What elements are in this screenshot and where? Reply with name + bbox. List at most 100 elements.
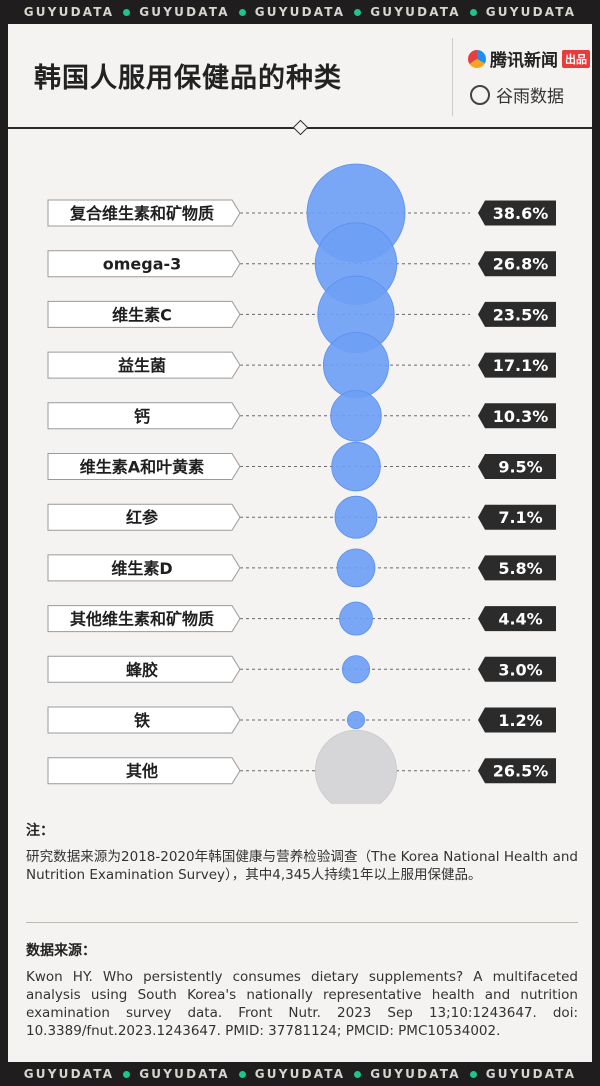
category-text: 其他 <box>126 762 158 781</box>
value-label: 17.1% <box>478 352 556 378</box>
ticker-word: GUYUDATA <box>23 1067 115 1081</box>
category-text: 铁 <box>134 711 150 730</box>
category-text: omega-3 <box>103 255 182 274</box>
category-text: 复合维生素和矿物质 <box>69 204 214 223</box>
bubble-7 <box>336 548 376 588</box>
notes-section: 注： 研究数据来源为2018-2020年韩国健康与营养检验调查（The Kore… <box>26 820 578 884</box>
value-box <box>478 555 556 581</box>
ticker-word: GUYUDATA <box>139 1067 230 1081</box>
value-label: 26.5% <box>478 758 556 784</box>
value-label: 26.8% <box>478 251 556 277</box>
bubble-9 <box>341 655 371 684</box>
value-text: 5.8% <box>498 559 542 578</box>
bubble-8 <box>339 601 373 636</box>
ticker-word: GUYUDATA <box>23 5 115 19</box>
value-label: 3.0% <box>478 656 556 682</box>
value-box <box>478 606 556 632</box>
ticker-dot <box>469 8 477 16</box>
value-text: 3.0% <box>498 660 542 679</box>
category-box <box>47 554 241 582</box>
category-label: 红参 <box>47 503 241 531</box>
category-label: 维生素D <box>47 554 241 582</box>
value-box <box>478 200 556 226</box>
category-label: 其他 <box>47 757 241 785</box>
category-box <box>47 250 241 278</box>
notes-separator <box>26 922 578 923</box>
tencent-news-badge: 出品 <box>562 49 590 68</box>
ticker-dot <box>238 1070 246 1078</box>
bubble-5 <box>331 441 381 492</box>
category-text: 钙 <box>134 407 150 426</box>
bubble-11 <box>315 729 397 804</box>
category-box <box>47 300 241 328</box>
value-text: 38.6% <box>493 204 549 223</box>
category-box <box>47 199 241 227</box>
source-text: Kwon HY. Who persistently consumes dieta… <box>26 969 578 1039</box>
ticker-word: GUYUDATA <box>254 5 346 19</box>
ticker-dot <box>123 8 131 16</box>
guyu-data-text: 谷雨数据 <box>496 87 564 107</box>
bubble-4 <box>330 390 382 442</box>
page-title: 韩国人服用保健品的种类 <box>34 63 342 94</box>
category-text: 其他维生素和矿物质 <box>70 610 214 629</box>
category-label: 复合维生素和矿物质 <box>47 199 241 227</box>
category-label: 维生素A和叶黄素 <box>47 453 241 480</box>
category-box <box>47 453 241 480</box>
category-label: 益生菌 <box>47 351 241 379</box>
notes-title: 注： <box>26 823 54 839</box>
ticker-dot <box>354 8 362 16</box>
category-text: 维生素C <box>112 305 172 324</box>
notes-text: 研究数据来源为2018-2020年韩国健康与营养检验调查（The Korea N… <box>26 849 578 883</box>
category-text: 蜂胶 <box>126 660 158 679</box>
ticker-top: GUYUDATA GUYUDATA GUYUDATA GUYUDATA GUYUDATA <box>0 0 600 24</box>
value-box <box>478 707 556 733</box>
bubble-6 <box>334 495 378 539</box>
value-label: 10.3% <box>478 403 556 429</box>
value-label: 5.8% <box>478 555 556 581</box>
ticker-word: GUYUDATA <box>139 5 230 19</box>
value-box <box>478 301 556 327</box>
ticker-dot <box>123 1070 131 1078</box>
value-box <box>478 403 556 429</box>
header-divider <box>452 38 453 116</box>
value-box <box>478 454 556 479</box>
value-text: 7.1% <box>498 508 542 527</box>
bubble-chart: 复合维生素和矿物质 38.6% omega-3 26.8% 维生素C 23.5% 益生菌 17… <box>47 163 556 804</box>
value-text: 9.5% <box>498 458 542 477</box>
ticker-word: GUYUDATA <box>370 5 461 19</box>
value-label: 4.4% <box>478 606 556 632</box>
guyu-data-icon <box>470 84 490 105</box>
bubble-10 <box>346 710 366 730</box>
value-text: 1.2% <box>498 711 542 730</box>
category-text: 维生素D <box>111 559 172 578</box>
value-text: 10.3% <box>493 407 549 426</box>
category-label: 钙 <box>47 402 241 430</box>
value-box <box>478 656 556 682</box>
ticker-dot <box>469 1070 477 1078</box>
ticker-dot <box>354 1070 362 1078</box>
value-box <box>478 251 556 277</box>
source-section: 数据来源： Kwon HY. Who persistently consumes… <box>26 940 578 1040</box>
guyu-data-logo: 谷雨数据 <box>470 82 564 107</box>
value-text: 26.8% <box>493 255 549 274</box>
ticker-word: GUYUDATA <box>370 1067 461 1081</box>
tencent-news-logo: 腾讯新闻 出品 <box>468 46 590 71</box>
ticker-bottom: GUYUDATA GUYUDATA GUYUDATA GUYUDATA GUYUDATA <box>0 1062 600 1086</box>
tencent-news-text: 腾讯新闻 <box>490 51 558 71</box>
category-label: 蜂胶 <box>47 655 241 683</box>
source-title: 数据来源： <box>26 943 96 959</box>
value-label: 7.1% <box>478 504 556 530</box>
ticker-word: GUYUDATA <box>485 1067 577 1081</box>
category-label: omega-3 <box>47 250 241 278</box>
value-text: 17.1% <box>493 356 549 375</box>
value-box <box>478 504 556 530</box>
value-label: 23.5% <box>478 301 556 327</box>
infographic-card: 韩国人服用保健品的种类 腾讯新闻 出品 谷雨数据 复合维生素和矿物质 38.6% o… <box>8 24 592 1062</box>
ticker-word: GUYUDATA <box>254 1067 346 1081</box>
value-box <box>478 352 556 378</box>
category-box <box>47 503 241 531</box>
ticker-dot <box>238 8 246 16</box>
value-box <box>478 758 556 784</box>
value-text: 4.4% <box>498 610 542 629</box>
category-text: 益生菌 <box>118 356 166 375</box>
